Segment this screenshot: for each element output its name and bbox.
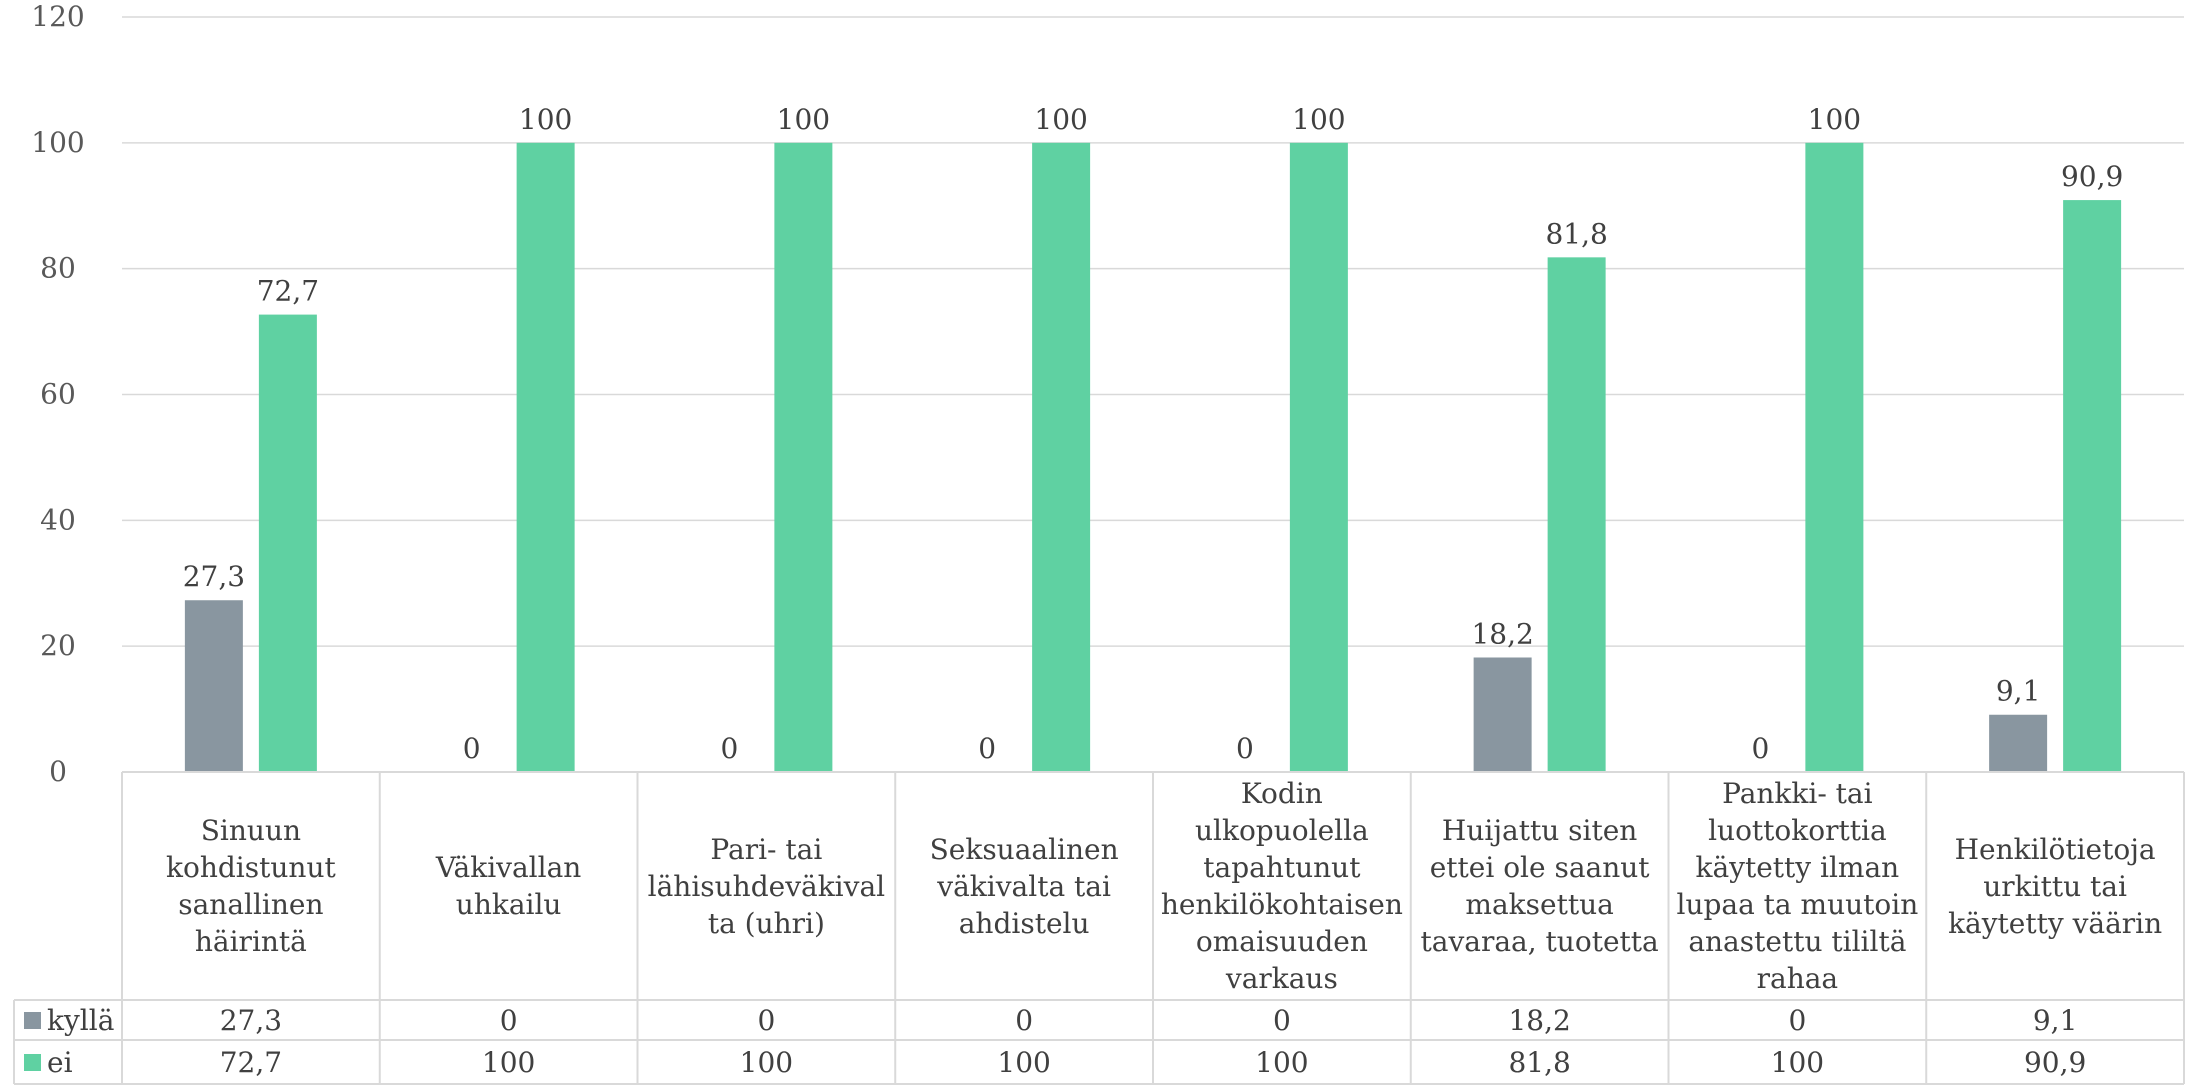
category-label-line: ahdistelu [958, 906, 1090, 940]
category-label: Väkivallan uhkailu [380, 772, 638, 1000]
data-label-ei-8: 90,9 [2061, 160, 2123, 193]
table-value-kyllä-6: 18,2 [1508, 1003, 1571, 1037]
table-value-ei-3: 100 [739, 1045, 794, 1079]
category-label-line: ta (uhri) [707, 906, 825, 940]
category-label-line: käytetty väärin [1948, 906, 2163, 940]
bar-kyllä-1 [184, 600, 243, 772]
category-label: Henkilötietoja urkittu tai käytetty väärin [1926, 772, 2184, 1000]
y-tick-label: 0 [49, 755, 67, 788]
category-label-line: tavaraa, tuotetta [1420, 925, 1659, 958]
data-label-ei-2: 100 [519, 103, 572, 136]
legend-label: kyllä [47, 1003, 115, 1037]
category-label-line: lähisuhdeväkival [647, 869, 886, 903]
y-tick-label: 20 [40, 629, 76, 662]
data-label-kyllä-6: 18,2 [1471, 617, 1533, 650]
data-label-ei-4: 100 [1034, 103, 1087, 136]
table-value-ei-6: 81,8 [1508, 1045, 1571, 1079]
table-value-kyllä-8: 9,1 [2032, 1003, 2078, 1037]
bar-kyllä-8 [1989, 714, 2048, 772]
category-label-line: lupaa ta muutoin [1676, 888, 1919, 921]
category-label-line: Pankki- tai [1722, 777, 1873, 810]
category-label-line: käytetty ilman [1695, 851, 1900, 884]
table-value-ei-8: 90,9 [2023, 1045, 2087, 1079]
category-label-line: anastettu tililtä [1688, 925, 1907, 958]
category-label: Seksuaalinen väkivalta tai ahdistelu [895, 772, 1153, 1000]
table-value-ei-5: 100 [1255, 1045, 1309, 1079]
bar-ei-7 [1805, 142, 1864, 773]
bar-ei-1 [258, 314, 317, 772]
legend-label: ei [47, 1045, 73, 1079]
category-label-line: tapahtunut [1203, 851, 1361, 884]
bar-ei-3 [774, 142, 833, 773]
table-value-kyllä-7: 0 [1788, 1003, 1807, 1037]
bar-ei-6 [1547, 257, 1606, 772]
category-label-line: Seksuaalinen [929, 832, 1119, 866]
table-value-ei-2: 100 [481, 1045, 536, 1079]
y-tick-label: 80 [40, 252, 76, 285]
table-value-kyllä-4: 0 [1015, 1003, 1034, 1037]
category-label-line: uhkailu [455, 888, 562, 921]
bar-ei-8 [2063, 200, 2122, 772]
bar-ei-4 [1032, 142, 1091, 773]
category-label-line: Pari- tai [710, 832, 823, 866]
bar-ei-2 [516, 142, 575, 773]
data-label-ei-6: 81,8 [1545, 217, 1607, 250]
legend-swatch [24, 1011, 41, 1029]
category-label-line: luottokorttia [1708, 814, 1887, 847]
category-label-line: Kodin [1240, 777, 1323, 810]
table-value-kyllä-5: 0 [1272, 1003, 1291, 1037]
category-label-line: urkittu tai [1983, 869, 2127, 903]
legend-ei: ei [14, 1040, 122, 1084]
table-value-ei-4: 100 [997, 1045, 1051, 1079]
category-label-line: maksettua [1465, 888, 1614, 921]
category-label: Sinuun kohdistunut sanallinen häirintä [122, 772, 380, 1000]
category-label-line: kohdistunut [166, 851, 336, 884]
legend-swatch [24, 1053, 41, 1071]
data-label-kyllä-2: 0 [463, 732, 481, 765]
category-label-line: Huijattu siten [1441, 814, 1638, 847]
category-label-line: Henkilötietoja [1954, 832, 2156, 866]
category-label-line: Väkivallan [435, 851, 582, 884]
data-label-ei-3: 100 [777, 103, 830, 136]
data-label-kyllä-7: 0 [1751, 732, 1769, 765]
data-label-kyllä-3: 0 [720, 732, 738, 765]
category-label-line: häirintä [194, 925, 307, 958]
category-label-line: rahaa [1756, 962, 1839, 995]
table-value-kyllä-2: 0 [499, 1003, 518, 1037]
category-label-line: ettei ole saanut [1429, 851, 1650, 884]
data-label-ei-1: 72,7 [257, 275, 319, 308]
data-label-kyllä-5: 0 [1236, 732, 1254, 765]
y-tick-label: 100 [31, 126, 84, 159]
data-label-kyllä-8: 9,1 [1996, 675, 2041, 708]
data-label-ei-5: 100 [1292, 103, 1345, 136]
y-tick-label: 40 [40, 503, 76, 536]
legend-kyllä: kyllä [14, 1000, 122, 1040]
table-value-ei-1: 72,7 [219, 1045, 283, 1079]
category-label: Kodin ulkopuolella tapahtunut henkilökohtai… [1153, 772, 1411, 1000]
data-label-kyllä-4: 0 [978, 732, 996, 765]
category-label-line: ulkopuolella [1194, 814, 1369, 847]
table-value-kyllä-1: 27,3 [219, 1003, 283, 1037]
category-label-line: väkivalta tai [937, 869, 1111, 903]
table-value-kyllä-3: 0 [757, 1003, 776, 1037]
y-tick-label: 60 [40, 378, 76, 411]
category-label-line: Sinuun [200, 814, 302, 847]
category-label-line: sanallinen [178, 888, 324, 921]
category-label-line: henkilökohtaisen [1160, 888, 1403, 921]
data-label-ei-7: 100 [1808, 103, 1861, 136]
category-label: Pari- tai lähisuhdeväkival ta (uhri) [638, 772, 896, 1000]
bar-ei-5 [1289, 142, 1348, 773]
category-label: Huijattu siten ettei ole saanut maksettua t… [1411, 772, 1669, 1000]
table-value-ei-7: 100 [1770, 1045, 1825, 1079]
category-label: Pankki- tai luottokorttia käytetty ilman lu… [1669, 772, 1927, 1000]
data-label-kyllä-1: 27,3 [183, 560, 245, 593]
category-label-line: varkaus [1225, 962, 1338, 995]
category-label-line: omaisuuden [1195, 925, 1368, 958]
y-tick-label: 120 [31, 0, 84, 33]
bar-kyllä-6 [1473, 657, 1532, 772]
